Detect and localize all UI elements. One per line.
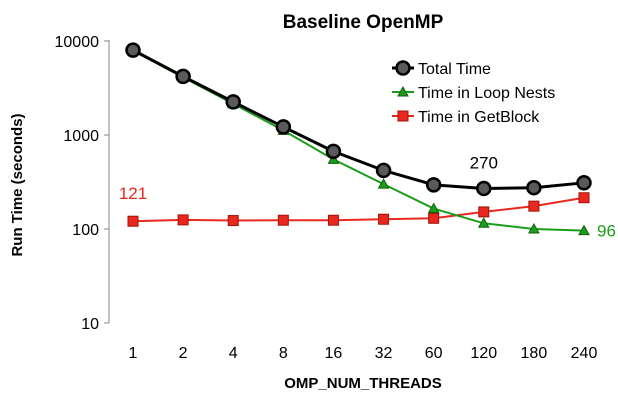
data-point	[277, 214, 289, 226]
x-tick-label: 240	[571, 345, 598, 362]
data-point	[225, 94, 241, 110]
legend-entry: Time in Loop Nests	[392, 85, 555, 102]
x-tick-label: 1	[129, 345, 138, 362]
series-line	[132, 49, 585, 232]
data-point	[125, 42, 141, 58]
y-axis-title: Run Time (seconds)	[9, 113, 26, 256]
legend-marker	[397, 85, 409, 97]
data-point	[127, 215, 139, 227]
y-tick-label: 100	[72, 222, 99, 239]
x-tick-label: 180	[521, 345, 548, 362]
legend-label: Time in Loop Nests	[418, 85, 555, 102]
y-ticks: 10 100 1000 10000	[55, 34, 109, 333]
data-point	[427, 202, 440, 214]
legend-entry: Total Time	[392, 60, 491, 78]
y-tick-label: 10	[81, 316, 99, 333]
data-point	[327, 214, 339, 226]
data-point	[375, 162, 392, 179]
series-time-in-getblock	[127, 192, 590, 227]
data-point	[175, 68, 191, 85]
data-point	[325, 143, 342, 160]
data-point	[476, 180, 492, 197]
x-ticks: 1 2 4 8 16 32 60 120 180 240	[129, 345, 598, 362]
legend-marker	[397, 110, 409, 122]
data-label: 270	[470, 153, 498, 172]
data-point	[576, 175, 592, 191]
data-point	[528, 200, 540, 212]
x-axis-title: OMP_NUM_THREADS	[284, 375, 442, 392]
legend-marker	[395, 60, 411, 76]
y-tick-label: 1000	[63, 128, 99, 145]
data-point	[478, 206, 490, 218]
x-tick-label: 120	[470, 345, 497, 362]
y-tick-label: 10000	[55, 34, 100, 51]
series-layer	[125, 42, 592, 236]
annotation-layer: 121 270 96	[119, 153, 616, 240]
data-label: 96	[597, 222, 616, 241]
x-tick-label: 32	[375, 345, 393, 362]
x-axis: 1 2 4 8 16 32 60 120 180 240	[129, 345, 598, 362]
data-point	[377, 178, 390, 189]
series-line	[132, 48, 585, 190]
y-axis: 10 100 1000 10000	[55, 34, 110, 333]
data-point	[578, 192, 590, 204]
data-point	[425, 177, 442, 193]
series-total-time	[125, 42, 592, 197]
data-point	[526, 179, 542, 196]
legend-label: Total Time	[418, 61, 491, 78]
data-label: 121	[119, 184, 147, 203]
x-tick-label: 16	[325, 345, 343, 362]
legend: Total Time Time in Loop Nests Time in GetB…	[392, 60, 555, 126]
data-point	[227, 215, 239, 227]
data-point	[528, 222, 540, 234]
data-point	[428, 212, 440, 224]
data-point	[177, 214, 189, 226]
x-tick-label: 60	[425, 345, 443, 362]
legend-entry: Time in GetBlock	[392, 109, 540, 126]
series-time-in-loop-nests	[127, 44, 590, 236]
data-point	[477, 217, 490, 228]
x-tick-label: 8	[279, 345, 288, 362]
legend-label: Time in GetBlock	[418, 109, 540, 126]
data-point	[578, 224, 590, 236]
chart-title: Baseline OpenMP	[283, 12, 444, 33]
x-tick-label: 4	[229, 345, 238, 362]
x-tick-label: 2	[179, 345, 188, 362]
data-point	[378, 213, 390, 225]
series-line	[132, 196, 585, 223]
data-point	[275, 119, 292, 135]
